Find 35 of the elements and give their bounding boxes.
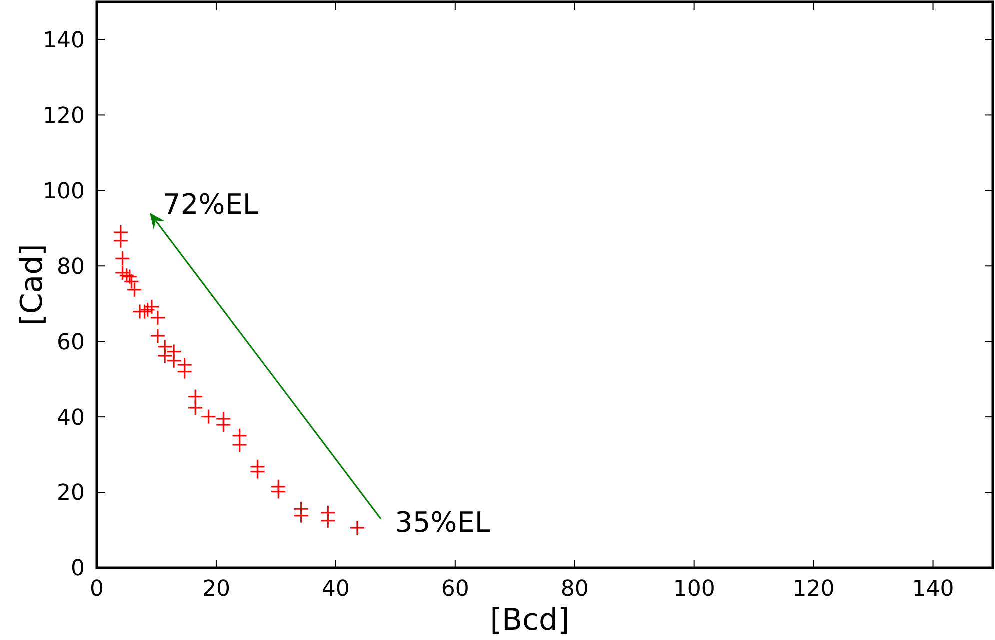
point bbox=[126, 282, 142, 298]
point bbox=[232, 437, 248, 453]
point bbox=[294, 508, 310, 524]
point bbox=[250, 464, 266, 480]
point bbox=[177, 364, 193, 380]
point bbox=[114, 250, 130, 266]
x-axis-title: [Bcd] bbox=[490, 603, 570, 638]
y-tick-label: 40 bbox=[57, 406, 85, 431]
point bbox=[216, 417, 232, 433]
point bbox=[144, 299, 160, 315]
point bbox=[200, 408, 216, 424]
point bbox=[150, 328, 166, 344]
y-tick-label: 60 bbox=[57, 330, 85, 356]
y-axis-title: [Cad] bbox=[15, 244, 50, 326]
point bbox=[270, 484, 286, 500]
y-tick-label: 20 bbox=[57, 481, 85, 506]
point bbox=[320, 513, 336, 529]
annotation: 72%EL bbox=[163, 188, 259, 221]
y-tick-label: 120 bbox=[43, 104, 85, 129]
y-tick-label: 140 bbox=[43, 28, 85, 54]
x-tick-label: 40 bbox=[322, 577, 350, 602]
x-tick-label: 100 bbox=[673, 577, 716, 602]
x-tick-label: 0 bbox=[90, 577, 104, 602]
y-tick-label: 80 bbox=[57, 254, 85, 280]
point bbox=[113, 233, 129, 249]
x-tick-label: 80 bbox=[560, 577, 589, 602]
x-tick-label: 120 bbox=[792, 577, 835, 602]
point bbox=[350, 520, 366, 536]
x-tick-label: 20 bbox=[202, 577, 230, 602]
annotation: 35%EL bbox=[395, 506, 491, 539]
x-tick-label: 140 bbox=[912, 577, 954, 602]
point bbox=[188, 400, 204, 416]
y-tick-label: 100 bbox=[43, 179, 85, 204]
x-tick-label: 60 bbox=[441, 577, 470, 602]
y-tick-label: 0 bbox=[71, 556, 85, 582]
